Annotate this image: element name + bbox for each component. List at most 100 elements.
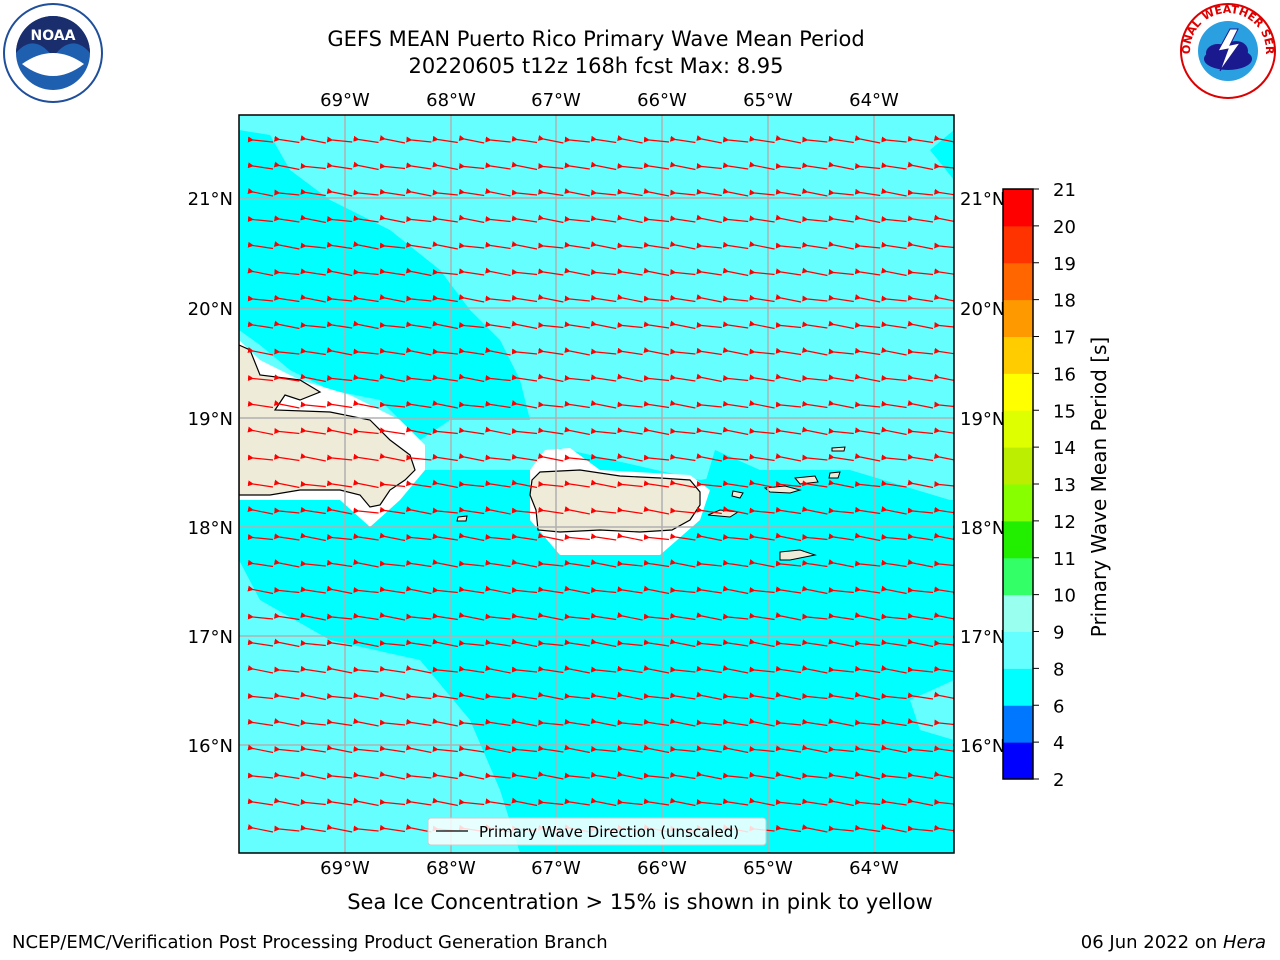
wave-arrow	[722, 216, 749, 223]
wave-arrow	[801, 665, 828, 674]
wave-arrow	[353, 692, 379, 700]
wave-arrow	[458, 799, 485, 806]
wave-arrow	[432, 215, 458, 223]
lon-label-top: 65°W	[743, 90, 793, 111]
wave-arrow	[643, 639, 670, 647]
wave-arrow	[485, 267, 511, 277]
wave-arrow	[353, 507, 379, 514]
wave-arrow	[379, 799, 406, 806]
wave-arrow	[907, 294, 934, 303]
wave-arrow	[933, 214, 954, 223]
wave-arrow	[854, 453, 881, 462]
lon-label-bottom: 67°W	[531, 858, 581, 879]
wave-arrow	[511, 428, 538, 435]
wave-arrow	[406, 216, 432, 223]
wave-arrow	[590, 161, 617, 171]
wave-arrow	[300, 294, 326, 303]
wave-arrow	[590, 771, 617, 780]
wave-arrow	[353, 479, 379, 489]
wave-arrow	[775, 373, 802, 383]
wave-arrow	[881, 216, 907, 223]
wave-arrow	[934, 347, 954, 355]
wave-arrow	[881, 798, 907, 806]
wave-arrow	[300, 481, 326, 488]
wave-arrow	[828, 559, 854, 568]
wave-arrow	[775, 532, 802, 542]
wave-arrow	[722, 772, 749, 779]
wave-arrow	[722, 295, 749, 302]
wave-arrow	[247, 347, 274, 356]
wave-arrow	[775, 799, 802, 806]
wave-arrow	[749, 507, 775, 514]
wave-arrow	[934, 481, 954, 487]
lat-label-left: 20°N	[188, 299, 233, 320]
wave-arrow	[696, 214, 722, 224]
colorbar-tick-label: 12	[1053, 512, 1076, 533]
wave-arrow	[590, 215, 617, 223]
wave-arrow	[511, 507, 538, 514]
lon-label-top: 66°W	[637, 90, 687, 111]
wave-arrow	[696, 665, 722, 674]
wave-arrow	[353, 771, 379, 780]
wave-arrow	[775, 560, 802, 567]
noaa-logo: NOAA	[3, 3, 103, 103]
wave-arrow	[590, 666, 617, 673]
lon-label-bottom: 65°W	[743, 858, 793, 879]
wave-arrow	[247, 216, 274, 223]
wave-arrow	[326, 559, 353, 568]
wave-arrow	[801, 585, 828, 595]
wave-arrow	[907, 746, 934, 753]
wave-arrow	[511, 269, 538, 276]
wave-arrow	[802, 798, 828, 806]
wave-arrow	[300, 719, 326, 726]
wave-arrow	[881, 321, 907, 329]
wave-arrow	[300, 188, 326, 197]
wave-arrow	[432, 718, 458, 727]
wave-arrow	[907, 638, 934, 648]
wave-arrow	[273, 797, 300, 807]
wave-arrow	[247, 295, 274, 302]
wave-arrow	[274, 269, 300, 276]
wave-arrow	[485, 426, 511, 436]
wave-arrow	[907, 374, 934, 382]
wave-arrow	[458, 188, 485, 197]
wave-arrow	[907, 718, 934, 727]
wave-arrow	[854, 612, 881, 621]
noaa-logo-text: NOAA	[31, 28, 76, 44]
wave-arrow	[722, 347, 749, 356]
wave-arrow	[353, 718, 379, 727]
wave-arrow	[537, 373, 564, 383]
wave-arrow	[802, 480, 828, 488]
wave-arrow	[406, 375, 432, 382]
wave-arrow	[934, 401, 954, 408]
wave-arrow	[775, 401, 802, 408]
wave-arrow	[828, 825, 854, 832]
colorbar-segment	[1003, 742, 1033, 780]
wave-arrow	[617, 135, 643, 144]
lon-label-bottom: 66°W	[637, 858, 687, 879]
wave-arrow	[406, 241, 432, 250]
wave-arrow	[564, 321, 590, 329]
wave-arrow	[537, 691, 564, 701]
wave-arrow	[406, 321, 432, 329]
wave-arrow	[934, 560, 954, 567]
wave-arrow	[485, 639, 511, 647]
wave-arrow	[300, 242, 326, 249]
wave-arrow	[326, 665, 353, 674]
wave-arrow	[564, 585, 590, 595]
wave-arrow	[722, 480, 749, 488]
wave-arrow	[696, 691, 722, 701]
wave-arrow	[326, 162, 353, 170]
sea-period-6-8-north	[239, 130, 530, 440]
wave-arrow	[802, 162, 828, 170]
wave-arrow	[432, 189, 458, 196]
wave-arrow	[643, 613, 670, 620]
wave-arrow	[643, 375, 670, 382]
wave-arrow	[696, 322, 722, 329]
wave-arrow	[696, 560, 722, 567]
wave-arrow	[802, 613, 828, 620]
wave-arrow	[406, 639, 432, 647]
map-subtitle: 20220605 t12z 168h fcst Max: 8.95	[408, 54, 784, 78]
wave-arrow	[353, 400, 379, 409]
wave-arrow	[274, 612, 300, 621]
